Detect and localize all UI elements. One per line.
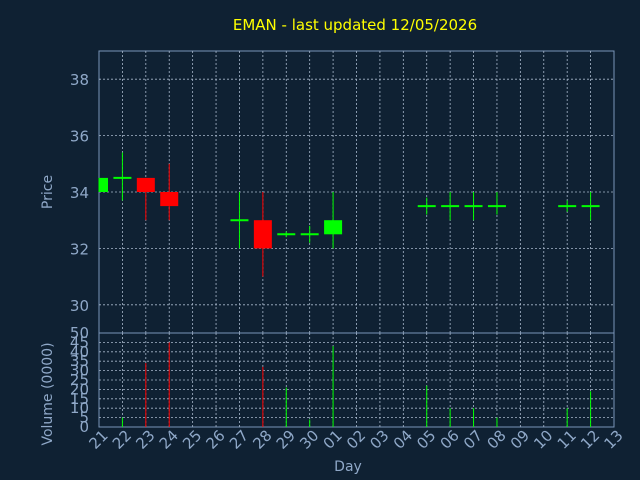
x-tick-label: 03 bbox=[366, 427, 392, 453]
x-tick-label: 02 bbox=[343, 427, 369, 453]
volume-tick-label: 40 bbox=[70, 343, 89, 361]
x-tick-label: 28 bbox=[249, 427, 275, 453]
price-tick-label: 32 bbox=[70, 240, 89, 258]
candle-29 bbox=[277, 231, 296, 238]
x-tick-label: 21 bbox=[85, 427, 111, 453]
x-axis-label: Day bbox=[334, 459, 362, 475]
candle-22 bbox=[113, 152, 132, 201]
candle-12 bbox=[581, 192, 600, 221]
volume-tick-label: 25 bbox=[70, 371, 89, 389]
volume-tick-label: 0 bbox=[79, 418, 89, 436]
x-axis: 2122232425262728293001020304050607080910… bbox=[85, 427, 626, 453]
candle-01 bbox=[324, 192, 343, 249]
x-tick-label: 29 bbox=[273, 427, 299, 453]
volume-tick-label: 15 bbox=[70, 390, 89, 408]
volume-tick-label: 5 bbox=[79, 409, 89, 427]
x-tick-label: 07 bbox=[460, 427, 486, 453]
price-tick-label: 36 bbox=[70, 128, 89, 146]
volume-tick-label: 50 bbox=[70, 324, 89, 342]
volume-tick-label: 10 bbox=[70, 399, 89, 417]
x-tick-label: 12 bbox=[577, 427, 603, 453]
x-tick-label: 05 bbox=[413, 427, 439, 453]
x-tick-label: 01 bbox=[320, 427, 346, 453]
chart-title: EMAN - last updated 12/05/2026 bbox=[233, 16, 477, 34]
candle-07 bbox=[464, 192, 483, 221]
volume-tick-label: 30 bbox=[70, 362, 89, 380]
volume-tick-label: 45 bbox=[70, 333, 89, 351]
candle-06 bbox=[441, 192, 460, 221]
x-tick-label: 13 bbox=[600, 427, 626, 453]
x-tick-label: 26 bbox=[203, 427, 229, 453]
x-tick-label: 24 bbox=[156, 427, 182, 453]
x-tick-label: 30 bbox=[296, 427, 322, 453]
x-tick-label: 04 bbox=[390, 427, 416, 453]
price-tick-label: 30 bbox=[70, 297, 89, 315]
candle-08 bbox=[487, 192, 506, 215]
volume-axis-label: Volume (0000) bbox=[40, 342, 56, 445]
candle-body bbox=[136, 177, 155, 192]
x-tick-label: 09 bbox=[507, 427, 533, 453]
price-tick-label: 34 bbox=[70, 184, 89, 202]
candle-05 bbox=[417, 197, 436, 215]
candle-23 bbox=[136, 177, 155, 221]
candle-body bbox=[160, 192, 179, 207]
candle-21 bbox=[98, 177, 108, 192]
x-tick-label: 11 bbox=[554, 427, 580, 453]
x-tick-label: 23 bbox=[132, 427, 158, 453]
candle-28 bbox=[253, 192, 272, 277]
volume-tick-label: 35 bbox=[70, 352, 89, 370]
candle-body bbox=[99, 177, 108, 192]
price-panel: 30 32 34 36 38 bbox=[70, 50, 615, 334]
x-tick-label: 22 bbox=[109, 427, 135, 453]
volume-tick-label: 20 bbox=[70, 380, 89, 398]
price-axis-label: Price bbox=[40, 175, 56, 209]
x-tick-label: 27 bbox=[226, 427, 252, 453]
x-tick-label: 06 bbox=[437, 427, 463, 453]
candle-body bbox=[253, 220, 272, 249]
x-tick-label: 10 bbox=[530, 427, 556, 453]
candle-30 bbox=[300, 225, 319, 243]
price-tick-label: 38 bbox=[70, 71, 89, 89]
candle-24 bbox=[160, 163, 179, 221]
x-tick-label: 08 bbox=[483, 427, 509, 453]
candle-body bbox=[324, 220, 343, 235]
candle-11 bbox=[558, 200, 577, 212]
candle-27 bbox=[230, 192, 249, 249]
x-tick-label: 25 bbox=[179, 427, 205, 453]
